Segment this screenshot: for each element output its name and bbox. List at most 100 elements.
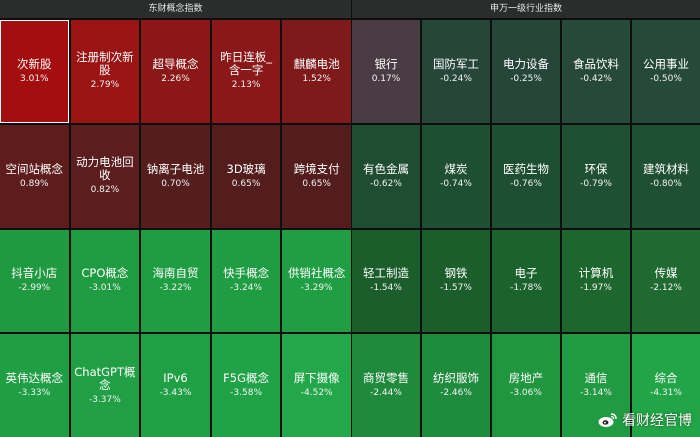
heatmap-tile[interactable]: 昨日连板_含一字 2.13% xyxy=(211,20,281,123)
tile-name: 空间站概念 xyxy=(5,161,64,176)
heatmap-tile[interactable]: 海南自贸 -3.22% xyxy=(141,229,210,333)
tile-change-percent: 0.82% xyxy=(90,185,120,196)
heatmap-tile[interactable]: 动力电池回收 0.82% xyxy=(70,124,140,228)
tile-name: F5G概念 xyxy=(223,371,270,386)
tile-name: 注册制次新股 xyxy=(76,50,134,78)
heatmap-tile[interactable]: CPO概念 -3.01% xyxy=(70,229,140,333)
tile-name: 医药生物 xyxy=(503,161,549,176)
tile-change-percent: -0.74% xyxy=(440,178,472,189)
heatmap-tile[interactable]: 供销社概念 -3.29% xyxy=(282,229,351,333)
tile-change-percent: -2.12% xyxy=(650,283,682,294)
tile-change-percent: -3.29% xyxy=(300,283,333,294)
tile-name: 快手概念 xyxy=(223,266,270,281)
heatmap-tile[interactable]: 抖音小店 -2.99% xyxy=(0,229,69,333)
tile-name: 公用事业 xyxy=(643,56,689,71)
tile-name: 钠离子电池 xyxy=(146,161,205,176)
heatmap-tile[interactable]: 银行 0.17% xyxy=(352,20,420,123)
heatmap-tile[interactable]: 钠离子电池 0.70% xyxy=(141,124,210,228)
tile-name: 煤炭 xyxy=(444,161,468,176)
tile-name: 国防军工 xyxy=(433,56,479,71)
heatmap-tile[interactable]: 屏下摄像 -4.52% xyxy=(282,334,351,437)
heatmap-tile[interactable]: 快手概念 -3.24% xyxy=(211,229,281,333)
heatmap-tile[interactable]: 国防军工 -0.24% xyxy=(422,20,490,123)
tile-change-percent: -0.42% xyxy=(580,73,612,84)
tile-change-percent: -2.46% xyxy=(440,388,472,399)
tile-name: 供销社概念 xyxy=(287,266,346,281)
tile-change-percent: -3.14% xyxy=(580,388,612,399)
tile-name: 3D玻璃 xyxy=(226,161,266,176)
tile-change-percent: 0.17% xyxy=(371,73,401,84)
heatmap-tile[interactable]: 超导概念 2.26% xyxy=(141,20,210,123)
heatmap-tile[interactable]: 轻工制造 -1.54% xyxy=(352,229,420,333)
tile-name: 轻工制造 xyxy=(363,266,409,281)
tile-change-percent: -0.80% xyxy=(650,178,682,189)
tile-name: 英伟达概念 xyxy=(5,371,64,386)
heatmap-tile[interactable]: 电力设备 -0.25% xyxy=(492,20,560,123)
tile-name: 环保 xyxy=(584,161,608,176)
watermark-text: 看财经官博 xyxy=(622,413,692,429)
heatmap-tile[interactable]: 注册制次新股 2.79% xyxy=(70,20,140,123)
weibo-icon xyxy=(598,413,617,427)
heatmap-tile[interactable]: 计算机 -1.97% xyxy=(562,229,630,333)
tile-change-percent: 0.70% xyxy=(161,178,190,189)
industry-index-panel: 申万一级行业指数 银行 0.17% 国防军工 -0.24% 电力设备 -0.25% 食品饮料… xyxy=(352,0,700,437)
tile-change-percent: -4.52% xyxy=(300,388,333,399)
heatmap-tile[interactable]: 钢铁 -1.57% xyxy=(422,229,490,333)
heatmap-tile[interactable]: 建筑材料 -0.80% xyxy=(632,124,700,228)
tile-name: 抖音小店 xyxy=(11,266,58,281)
tile-change-percent: -3.24% xyxy=(230,283,263,294)
heatmap-tile[interactable]: 医药生物 -0.76% xyxy=(492,124,560,228)
heatmap-tile[interactable]: 通信 -3.14% xyxy=(562,334,630,437)
tile-name: 传媒 xyxy=(654,266,678,281)
heatmap-tile[interactable]: 英伟达概念 -3.33% xyxy=(0,334,69,437)
concept-index-heatmap: 次新股 3.01% 注册制次新股 2.79% 超导概念 2.26% 昨日连板_含一字 2.13… xyxy=(0,20,351,437)
tile-name: 麒麟电池 xyxy=(293,56,340,71)
heatmap-tile[interactable]: 有色金属 -0.62% xyxy=(352,124,420,228)
heatmap-tile[interactable]: 次新股 3.01% xyxy=(0,20,69,123)
tile-change-percent: 1.52% xyxy=(302,73,331,84)
tile-change-percent: -1.78% xyxy=(510,283,542,294)
tile-change-percent: -4.31% xyxy=(650,388,682,399)
concept-index-panel: 东财概念指数 次新股 3.01% 注册制次新股 2.79% 超导概念 2.26% 昨日连板_… xyxy=(0,0,351,437)
tile-name: 钢铁 xyxy=(444,266,468,281)
tile-name: 通信 xyxy=(584,371,608,386)
tile-name: 次新股 xyxy=(17,56,52,71)
tile-name: ChatGPT概念 xyxy=(74,364,136,392)
heatmap-tile[interactable]: 电子 -1.78% xyxy=(492,229,560,333)
concept-index-header: 东财概念指数 xyxy=(0,0,351,19)
heatmap-tile[interactable]: 麒麟电池 1.52% xyxy=(282,20,351,123)
heatmap-tile[interactable]: 纺织服饰 -2.46% xyxy=(422,334,490,437)
tile-change-percent: -0.79% xyxy=(580,178,612,189)
tile-name: 计算机 xyxy=(578,266,614,281)
tile-change-percent: -3.33% xyxy=(18,388,51,399)
heatmap-tile[interactable]: 商贸零售 -2.44% xyxy=(352,334,420,437)
tile-name: 跨境支付 xyxy=(293,161,340,176)
heatmap-tile[interactable]: 煤炭 -0.74% xyxy=(422,124,490,228)
tile-name: 银行 xyxy=(374,56,398,71)
heatmap-tile[interactable]: F5G概念 -3.58% xyxy=(211,334,281,437)
heatmap-tile[interactable]: IPv6 -3.43% xyxy=(141,334,210,437)
heatmap-tile[interactable]: 3D玻璃 0.65% xyxy=(211,124,281,228)
tile-change-percent: -3.01% xyxy=(88,283,121,294)
heatmap-tile[interactable]: 传媒 -2.12% xyxy=(632,229,700,333)
tile-change-percent: -3.43% xyxy=(159,388,192,399)
tile-name: 房地产 xyxy=(508,371,544,386)
heatmap-tile[interactable]: 综合 -4.31% xyxy=(632,334,700,437)
heatmap-tile[interactable]: 公用事业 -0.50% xyxy=(632,20,700,123)
watermark: 看财经官博 xyxy=(598,410,692,430)
tile-change-percent: 2.79% xyxy=(90,80,120,91)
tile-name: 屏下摄像 xyxy=(293,371,340,386)
tile-name: 建筑材料 xyxy=(643,161,689,176)
heatmap-tile[interactable]: 空间站概念 0.89% xyxy=(0,124,69,228)
tile-name: 电子 xyxy=(514,266,538,281)
heatmap-tile[interactable]: ChatGPT概念 -3.37% xyxy=(70,334,140,437)
heatmap-tile[interactable]: 环保 -0.79% xyxy=(562,124,630,228)
tile-name: 综合 xyxy=(654,371,678,386)
heatmap-tile[interactable]: 房地产 -3.06% xyxy=(492,334,560,437)
tile-name: 昨日连板_含一字 xyxy=(220,50,272,78)
heatmap-tile[interactable]: 跨境支付 0.65% xyxy=(282,124,351,228)
tile-name: 动力电池回收 xyxy=(76,155,134,183)
heatmap-tile[interactable]: 食品饮料 -0.42% xyxy=(562,20,630,123)
tile-change-percent: -2.99% xyxy=(18,283,51,294)
tile-change-percent: -3.22% xyxy=(159,283,192,294)
